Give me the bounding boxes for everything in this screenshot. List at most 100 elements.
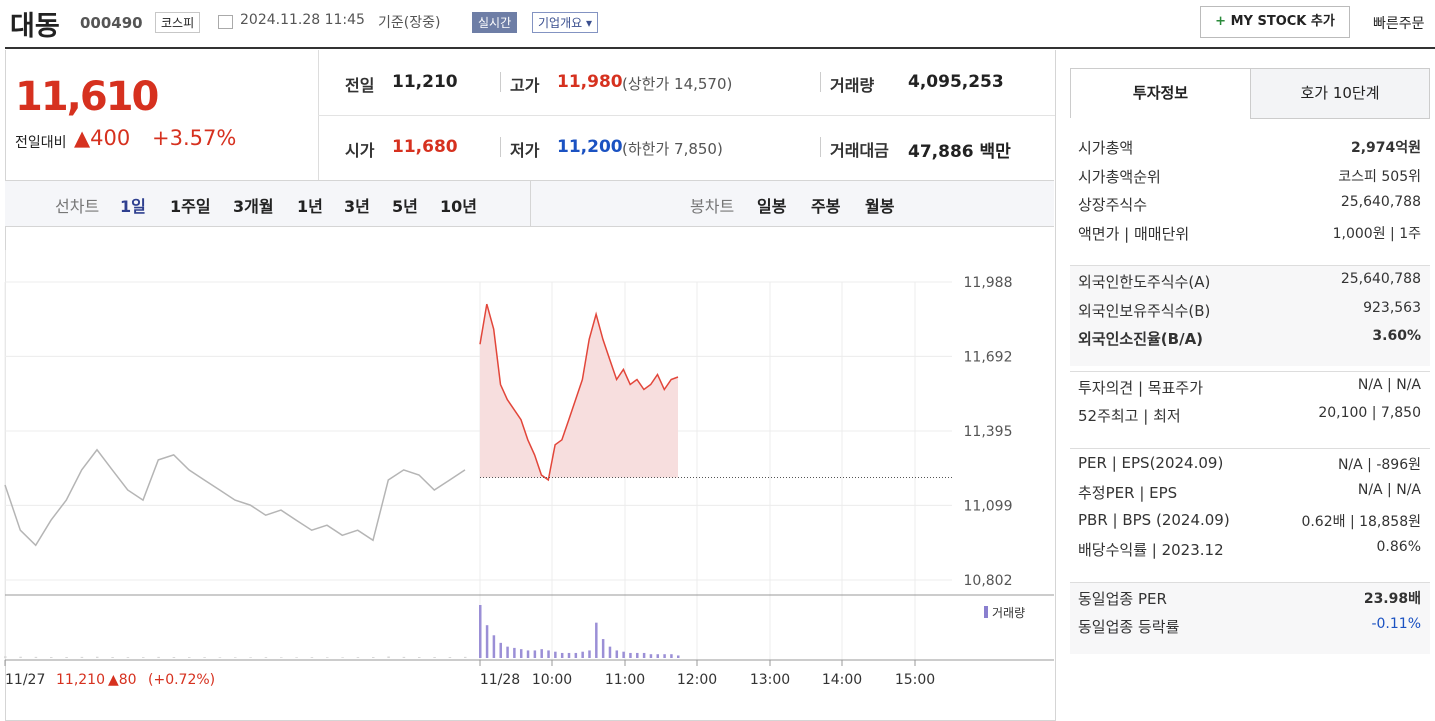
mystock-button[interactable]: + MY STOCK 추가 bbox=[1200, 6, 1350, 38]
info-row: 시가총액 2,974억원 bbox=[1078, 137, 1421, 158]
x-tick-label: 15:00 bbox=[895, 672, 935, 688]
volume-bar bbox=[492, 635, 496, 658]
volume-bar bbox=[310, 657, 314, 658]
quick-order[interactable]: 빠른주문 bbox=[1373, 16, 1425, 32]
tab[interactable]: 주봉 bbox=[811, 197, 841, 216]
volume-bar bbox=[126, 657, 130, 658]
volume-bar bbox=[629, 652, 632, 658]
x-tick-label: 12:00 bbox=[677, 672, 717, 688]
volume-bar bbox=[595, 622, 598, 658]
change: ▲400 bbox=[74, 126, 131, 150]
overview-button[interactable]: 기업개요 ▾ bbox=[532, 12, 599, 33]
info-value: 0.86% bbox=[1376, 539, 1421, 555]
volume-bar bbox=[4, 656, 7, 658]
volume-bar bbox=[341, 657, 344, 658]
info-label: 외국인소진율(B/A) bbox=[1078, 330, 1204, 348]
prev-pct: (+0.72%) bbox=[148, 672, 215, 688]
current-price: 11,610 bbox=[15, 74, 159, 120]
volume-bar bbox=[372, 656, 375, 658]
info-value: 25,640,788 bbox=[1340, 271, 1421, 287]
summary-label: 시가 bbox=[345, 141, 375, 160]
change-label: 전일대비 bbox=[15, 135, 67, 151]
info-row: PER | EPS(2024.09) N/A | -896원 bbox=[1078, 454, 1421, 474]
legend-swatch bbox=[984, 606, 988, 618]
info-label: 52주최고 | 최저 bbox=[1078, 407, 1181, 425]
tab[interactable]: 1일 bbox=[120, 197, 146, 216]
info-label: 시가총액 bbox=[1078, 139, 1134, 157]
volume-bar bbox=[615, 650, 619, 658]
info-value: 25,640,788 bbox=[1340, 194, 1421, 210]
volume-bar bbox=[677, 655, 680, 658]
volume-bar bbox=[295, 657, 298, 658]
tab[interactable]: 일봉 bbox=[757, 197, 787, 216]
tab[interactable]: 1년 bbox=[297, 197, 323, 216]
summary-label: 전일 bbox=[345, 76, 375, 95]
summary-label: 저가 bbox=[510, 141, 540, 160]
divider bbox=[820, 72, 821, 92]
y-tick-label: 11,692 bbox=[964, 349, 1013, 365]
volume-bar bbox=[218, 657, 222, 658]
tab[interactable]: 3개월 bbox=[233, 197, 274, 216]
x-tick-label: 11:00 bbox=[605, 672, 645, 688]
plus-icon: + bbox=[1215, 14, 1227, 29]
volume-bar bbox=[402, 656, 406, 658]
tab[interactable]: 월봉 bbox=[865, 197, 895, 216]
info-label: PER | EPS(2024.09) bbox=[1078, 453, 1224, 472]
info-row: PBR | BPS (2024.09) 0.62배 | 18,858원 bbox=[1078, 511, 1421, 531]
info-group bbox=[1070, 581, 1430, 654]
tab-quote[interactable]: 호가 10단계 bbox=[1250, 68, 1430, 119]
summary-label: 거래량 bbox=[830, 76, 875, 95]
tab[interactable]: 3년 bbox=[344, 197, 370, 216]
change-pct: +3.57% bbox=[152, 126, 237, 150]
area bbox=[480, 304, 678, 480]
volume-bar bbox=[656, 654, 660, 658]
stock-name: 대동 bbox=[10, 11, 60, 42]
volume-bar bbox=[34, 656, 38, 658]
info-label: 시가총액순위 bbox=[1078, 167, 1161, 186]
info-label: 외국인한도주식수(A) bbox=[1078, 273, 1211, 291]
volume-bar bbox=[80, 656, 84, 658]
info-value: 코스피 505위 bbox=[1338, 168, 1421, 185]
info-label: 투자의견 | 목표주가 bbox=[1078, 378, 1203, 397]
volume-bar bbox=[506, 646, 509, 658]
volume-bar bbox=[581, 651, 584, 658]
volume-bar bbox=[479, 605, 482, 658]
x-tick-label: 11/28 bbox=[480, 672, 520, 688]
chart: 11,988 11,692 11,395 11,099 10,802 11/27 11/28… bbox=[4, 250, 1054, 688]
summary-value: 11,210 bbox=[392, 72, 458, 92]
volume-bar bbox=[554, 651, 557, 658]
volume-bar bbox=[172, 656, 176, 658]
realtime[interactable]: 실시간 bbox=[472, 12, 518, 33]
summary-value: 47,886 백만 bbox=[908, 142, 1011, 162]
volume-bar bbox=[188, 657, 191, 658]
info-row: 투자의견 | 목표주가 N/A | N/A bbox=[1078, 377, 1421, 398]
prev-close: 11,210 bbox=[56, 672, 105, 688]
info-value: N/A | N/A bbox=[1357, 482, 1421, 498]
volume-bar bbox=[636, 652, 639, 658]
volume-bar bbox=[418, 656, 421, 658]
tab[interactable]: 5년 bbox=[392, 197, 418, 216]
basis: 기준(장중) bbox=[378, 15, 441, 31]
tab[interactable]: 1주일 bbox=[170, 197, 211, 216]
change-value: 400 bbox=[90, 126, 131, 150]
volume-bar bbox=[433, 656, 436, 658]
volume-bar bbox=[326, 657, 329, 658]
volume-bar bbox=[142, 657, 145, 658]
price-line bbox=[479, 303, 679, 482]
x-tick-label: 10:00 bbox=[532, 672, 572, 688]
tab-invest[interactable]: 투자정보 bbox=[1070, 68, 1251, 118]
info-value: 923,563 bbox=[1363, 299, 1421, 316]
volume-bar bbox=[203, 657, 206, 658]
y-tick-label: 10,802 bbox=[964, 573, 1013, 589]
divider bbox=[820, 137, 821, 157]
summary-extra: (상한가 14,570) bbox=[622, 75, 733, 93]
volume-bar bbox=[519, 649, 523, 658]
y-tick-label: 11,099 bbox=[964, 498, 1013, 514]
info-row: 배당수익률 | 2023.12 0.86% bbox=[1078, 539, 1421, 560]
info-row: 시가총액순위 코스피 505위 bbox=[1078, 166, 1421, 187]
volume-bar bbox=[111, 656, 114, 658]
volume-bar bbox=[234, 657, 237, 658]
tab[interactable]: 10년 bbox=[440, 197, 477, 216]
info-value: 0.62배 | 18,858원 bbox=[1301, 513, 1421, 530]
